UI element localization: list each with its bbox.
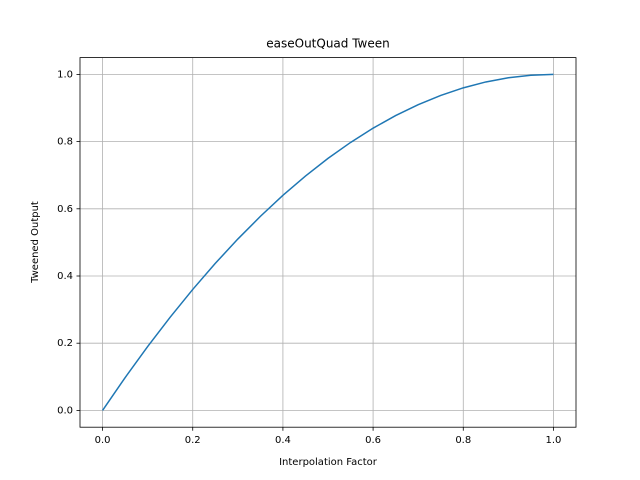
y-tick-label: 0.4 [57,271,73,282]
y-tick-label: 0.2 [57,338,73,349]
axes-frame [79,57,577,428]
x-tick-label: 1.0 [546,435,562,446]
x-tick-label: 0.4 [275,435,291,446]
x-tick-label: 0.8 [455,435,471,446]
x-tick-label: 0.0 [95,435,111,446]
grid [80,57,576,428]
chart-title: easeOutQuad Tween [266,37,390,51]
plot-area [101,73,554,411]
y-tick-label: 1.0 [57,69,73,80]
y-tick-label: 0.6 [57,204,73,215]
x-tick-label: 0.6 [365,435,381,446]
x-tick-label: 0.2 [185,435,201,446]
y-axis-label: Tweened Output [30,201,41,284]
y-tick-label: 0.8 [57,137,73,148]
y-tick-label: 0.0 [57,405,73,416]
line-series [101,73,554,411]
x-axis-label: Interpolation Factor [279,457,378,468]
